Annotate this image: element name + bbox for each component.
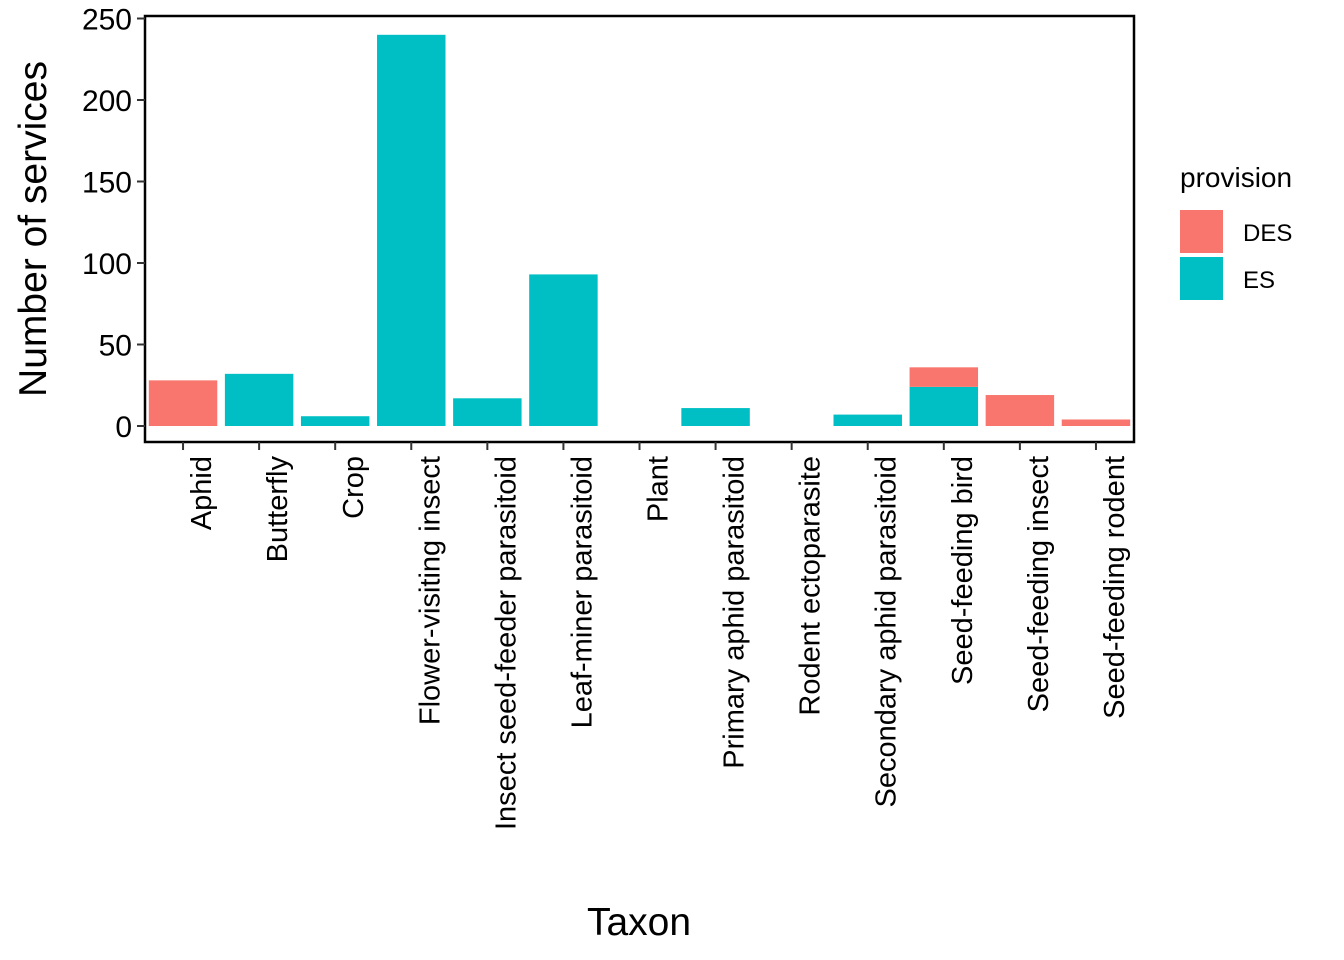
bar-es — [300, 416, 370, 426]
x-tick-label: Seed-feeding rodent — [1099, 456, 1131, 719]
bar-es — [377, 34, 446, 427]
y-tick-label: 250 — [82, 4, 132, 37]
x-tick-label: Rodent ectoparasite — [795, 456, 827, 716]
x-tick-label: Crop — [338, 456, 370, 519]
bar-es — [909, 386, 979, 426]
x-tick-label: Seed-feeding insect — [1023, 456, 1055, 712]
x-tick-label: Butterfly — [262, 456, 294, 563]
y-axis: 0 50 100 150 200 250 — [82, 4, 145, 444]
y-axis-title: Number of services — [12, 61, 55, 397]
bar-des — [148, 380, 218, 426]
x-tick-label: Seed-feeding bird — [947, 456, 979, 685]
y-tick-label: 50 — [99, 330, 132, 363]
y-tick-label: 100 — [82, 248, 132, 281]
legend-key-des — [1180, 210, 1223, 253]
legend-title: provision — [1180, 162, 1292, 193]
bars — [148, 34, 1131, 427]
x-tick-label: Primary aphid parasitoid — [719, 456, 751, 769]
x-tick-label: Insect seed-feeder parasitoid — [490, 456, 522, 830]
legend-label-es: ES — [1243, 267, 1275, 294]
legend: provision DES ES — [1180, 162, 1292, 300]
bar-es — [833, 414, 902, 426]
bar-es — [224, 373, 294, 426]
x-tick-label: Secondary aphid parasitoid — [871, 456, 903, 807]
x-tick-label: Flower-visiting insect — [414, 456, 446, 725]
x-axis-title: Taxon — [587, 901, 691, 944]
x-axis: Aphid Butterfly Crop Flower-visiting insect… — [182, 442, 1131, 830]
y-tick-label: 200 — [82, 85, 132, 118]
y-tick-label: 150 — [82, 167, 132, 200]
x-tick-label: Aphid — [186, 456, 218, 530]
legend-label-des: DES — [1243, 220, 1292, 247]
legend-key-es — [1180, 257, 1223, 300]
bar-es — [681, 408, 750, 426]
bar-des — [1061, 419, 1131, 426]
y-tick-label: 0 — [115, 411, 132, 444]
bar-es — [453, 398, 522, 426]
x-tick-label: Plant — [643, 456, 675, 522]
x-tick-label: Leaf-miner parasitoid — [566, 456, 598, 728]
bar-des — [909, 367, 979, 387]
bar-es — [529, 274, 598, 426]
bar-des — [985, 395, 1055, 426]
